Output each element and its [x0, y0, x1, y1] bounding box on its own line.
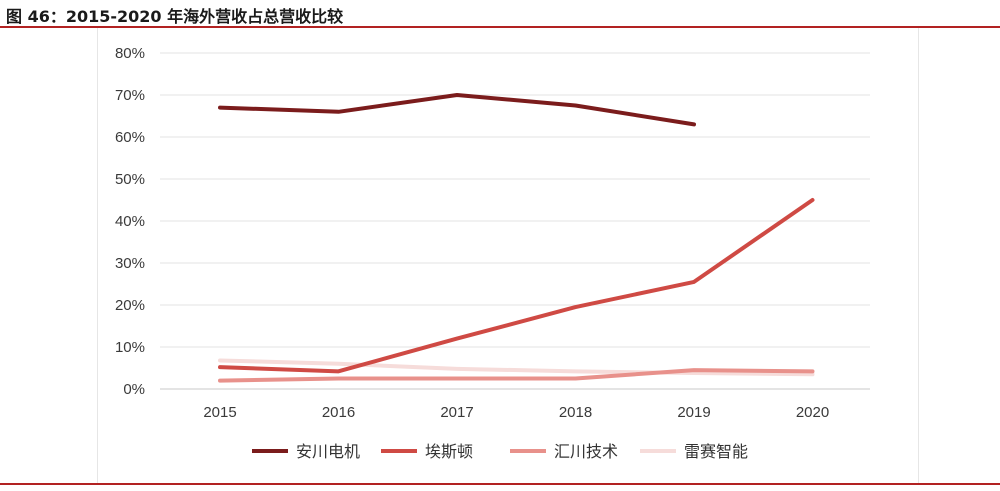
- y-tick-label: 20%: [115, 297, 145, 314]
- legend-item: 汇川技术: [510, 442, 618, 461]
- series-line-3: [218, 368, 815, 383]
- legend-item: 埃斯顿: [381, 442, 473, 461]
- y-tick-label: 60%: [115, 129, 145, 146]
- x-tick-label: 2020: [796, 404, 829, 421]
- y-axis-ticks: 0% 10% 20% 30% 40% 50% 60% 70% 80%: [115, 45, 145, 398]
- legend: 安川电机 埃斯顿 汇川技术 雷赛智能: [252, 442, 748, 461]
- series-lines: [218, 93, 815, 383]
- y-tick-label: 80%: [115, 45, 145, 62]
- x-tick-label: 2018: [559, 404, 592, 421]
- series-line-2: [218, 198, 815, 374]
- legend-item: 雷赛智能: [640, 442, 748, 461]
- x-tick-label: 2019: [677, 404, 710, 421]
- top-rule: [0, 26, 1000, 28]
- y-tick-label: 70%: [115, 87, 145, 104]
- x-tick-label: 2017: [440, 404, 473, 421]
- x-tick-label: 2016: [322, 404, 355, 421]
- x-tick-label: 2015: [203, 404, 236, 421]
- y-tick-label: 0%: [123, 381, 145, 398]
- legend-label: 安川电机: [296, 442, 360, 461]
- bottom-rule: [0, 483, 1000, 485]
- figure-title: 图 46：2015-2020 年海外营收占总营收比较: [6, 7, 344, 26]
- chart-panel: [97, 28, 919, 483]
- series-line-4: [218, 358, 815, 377]
- gridlines: [160, 52, 870, 390]
- legend-item: 安川电机: [252, 442, 360, 461]
- legend-label: 雷赛智能: [684, 442, 748, 461]
- x-axis-ticks: 2015 2016 2017 2018 2019 2020: [203, 404, 829, 421]
- y-tick-label: 30%: [115, 255, 145, 272]
- series-line-1: [218, 93, 696, 127]
- legend-label: 汇川技术: [554, 442, 618, 461]
- legend-label: 埃斯顿: [425, 442, 473, 461]
- y-tick-label: 10%: [115, 339, 145, 356]
- y-tick-label: 40%: [115, 213, 145, 230]
- y-tick-label: 50%: [115, 171, 145, 188]
